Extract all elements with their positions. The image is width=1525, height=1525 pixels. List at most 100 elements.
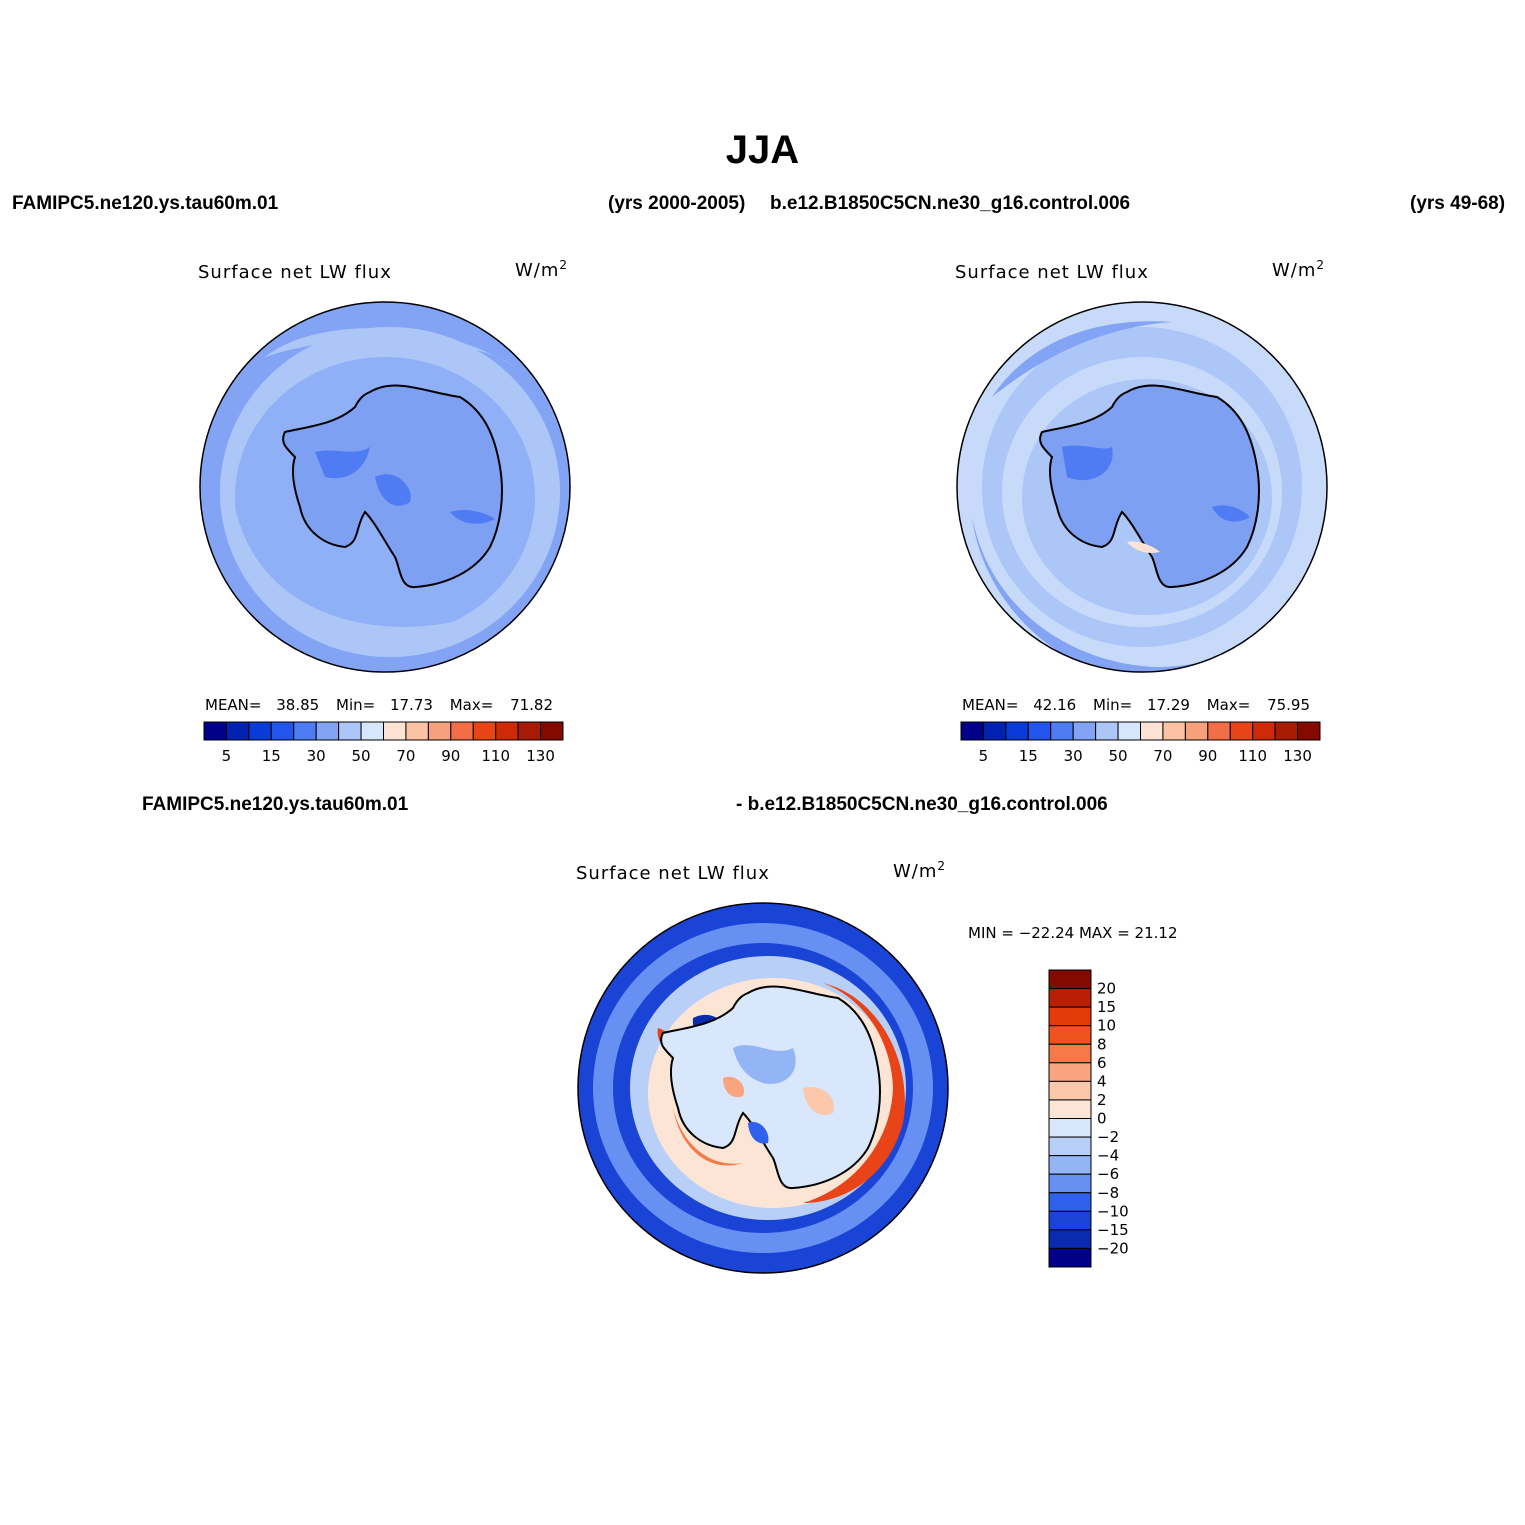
diff-colorbar-tick-label: 8 [1097,1035,1107,1053]
diff-colorbar-box [1048,1155,1092,1175]
panel1-units: W/m2 [515,258,569,281]
diff-colorbar-box [1048,1136,1092,1157]
panel2-colorbar-box [1274,721,1299,741]
panel2-mean-label: MEAN= [962,696,1019,714]
panel2-colorbar-tick-label: 5 [979,747,989,765]
panel1-colorbar-box [383,721,407,741]
panel1-colorbar-box [405,721,429,741]
panel1-colorbar-box [427,721,452,741]
diff-colorbar-box [1048,1099,1092,1119]
panel2-units: W/m2 [1272,258,1326,281]
diff-colorbar-box [1048,1118,1092,1138]
top-right-case-name: b.e12.B1850C5CN.ne30_g16.control.006 [770,193,1131,214]
diff-variable-label: Surface net LW flux [576,863,770,884]
panel1-min-value: 17.73 [389,696,433,714]
panel1-colorbar-box [248,721,272,741]
panel2-colorbar-tick-label: 30 [1064,747,1083,765]
panel1-colorbar-box [360,721,384,741]
diff-polar-map [577,902,949,1274]
diff-colorbar-tick-label: −6 [1097,1165,1119,1183]
panel2-min-value: 17.29 [1146,696,1190,714]
panel1-max-value: 71.82 [510,696,554,714]
panel2-max-label: Max= [1206,696,1251,714]
diff-colorbar-box [1048,1192,1092,1212]
diff-colorbar-box [1048,1173,1092,1194]
diff-colorbar-box [1048,1229,1092,1249]
panel2-colorbar-box [1072,721,1097,741]
panel2-min-label: Min= [1093,696,1133,714]
panel1-colorbar-tick-label: 110 [481,747,510,765]
main-title: JJA [725,128,800,172]
diff-left-case-name: FAMIPC5.ne120.ys.tau60m.01 [142,794,409,815]
panel1-variable-label: Surface net LW flux [198,262,392,283]
panel2-colorbar: 5 15 30 50 70 90 110 130 [960,721,1321,765]
diff-colorbar-box [1048,1043,1092,1064]
diff-colorbar-tick-label: 4 [1097,1072,1107,1090]
diff-colorbar-tick-label: −8 [1097,1184,1119,1202]
panel1-mean-value: 38.85 [276,696,320,714]
diff-colorbar-box [1048,1025,1092,1045]
panel2-polar-map [956,301,1328,673]
panel2-colorbar-box [960,721,984,741]
panel2-antarctica-coastline [1039,384,1260,589]
diff-colorbar-box [1048,1062,1092,1082]
panel2-variable-label: Surface net LW flux [955,262,1149,283]
panel1-colorbar-box [540,721,564,741]
diff-colorbar-box [1048,1210,1092,1231]
panel2-colorbar-box [1140,721,1164,741]
panel1-colorbar-box [270,721,295,741]
diff-map-border [577,902,949,1274]
panel2-colorbar-box [1117,721,1141,741]
diff-minmax: MIN = −22.24 MAX = 21.12 [968,924,1178,942]
diff-colorbar-tick-label: 15 [1097,998,1116,1016]
panel1-colorbar-box [338,721,362,741]
diff-colorbar-tick-label: −2 [1097,1128,1119,1146]
panel1-colorbar-tick-label: 90 [441,747,460,765]
panel1-colorbar-tick-label: 15 [262,747,281,765]
diff-colorbar-tick-label: 20 [1097,980,1116,998]
panel1-colorbar-box [293,721,317,741]
panel1-polar-map [199,301,571,673]
panel1-colorbar-tick-label: 30 [307,747,326,765]
top-left-case-name: FAMIPC5.ne120.ys.tau60m.01 [12,193,279,214]
panel2-colorbar-tick-label: 130 [1283,747,1312,765]
diff-colorbar-tick-label: 0 [1097,1110,1107,1128]
panel2-colorbar-box [1005,721,1029,741]
panel1-max-label: Max= [449,696,494,714]
panel2-colorbar-box [1027,721,1052,741]
diff-colorbar-tick-label: −10 [1097,1202,1129,1220]
panel2-max-value: 75.95 [1267,696,1311,714]
panel1-colorbar-box [517,721,542,741]
diff-colorbar-tick-label: −20 [1097,1239,1129,1257]
panel1-min-label: Min= [336,696,376,714]
panel1-dark-patch [315,447,370,479]
diff-colorbar-box [1048,1006,1092,1027]
diff-colorbar-tick-label: 6 [1097,1054,1107,1072]
diff-colorbar-tick-label: −4 [1097,1147,1119,1165]
panel1-colorbar: 5 15 30 50 70 90 110 130 [203,721,564,765]
diff-colorbar-tick-label: 10 [1097,1017,1116,1035]
panel1-colorbar-box [472,721,497,741]
panel2-colorbar-box [1297,721,1321,741]
panel2-colorbar-tick-label: 110 [1238,747,1267,765]
diff-colorbar-tick-label: −15 [1097,1221,1129,1239]
diff-units: W/m2 [893,859,947,882]
panel1-colorbar-tick-label: 70 [396,747,415,765]
top-left-years: (yrs 2000-2005) [608,193,746,214]
panel2-mean-value: 42.16 [1033,696,1077,714]
panel2-colorbar-box [1252,721,1276,741]
top-right-years: (yrs 49-68) [1410,193,1506,214]
panel1-colorbar-tick-label: 5 [222,747,232,765]
panel1-colorbar-box [203,721,227,741]
panel1-colorbar-box [225,721,250,741]
diff-colorbar-box [1048,988,1092,1008]
panel2-colorbar-tick-label: 90 [1198,747,1217,765]
diff-colorbar-box [1048,1247,1092,1268]
panel1-mean-label: MEAN= [205,696,262,714]
panel2-colorbar-box [1229,721,1254,741]
panel1-colorbar-box [450,721,474,741]
panel1-colorbar-tick-label: 50 [352,747,371,765]
panel2-colorbar-tick-label: 50 [1109,747,1128,765]
panel2-colorbar-tick-label: 70 [1153,747,1172,765]
